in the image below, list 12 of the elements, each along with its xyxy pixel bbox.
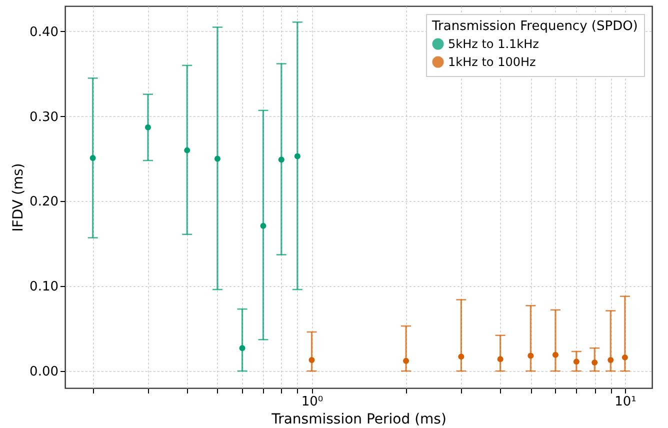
x-axis-title: Transmission Period (ms) <box>270 412 446 428</box>
legend-label: 5kHz to 1.1kHz <box>448 37 539 51</box>
y-tick-label: 0.00 <box>30 364 58 380</box>
y-tick-label: 0.40 <box>30 24 58 40</box>
y-axis-title: IFDV (ms) <box>10 163 27 232</box>
legend-title: Transmission Frequency (SPDO) <box>431 19 638 34</box>
y-tick-label: 0.10 <box>30 280 58 295</box>
x-tick-label: 10⁰ <box>301 394 324 410</box>
legend-label: 1kHz to 100Hz <box>448 55 536 69</box>
y-tick-label: 0.30 <box>30 110 58 125</box>
x-tick-label: 10¹ <box>614 394 636 410</box>
y-tick-label: 0.20 <box>30 194 58 210</box>
